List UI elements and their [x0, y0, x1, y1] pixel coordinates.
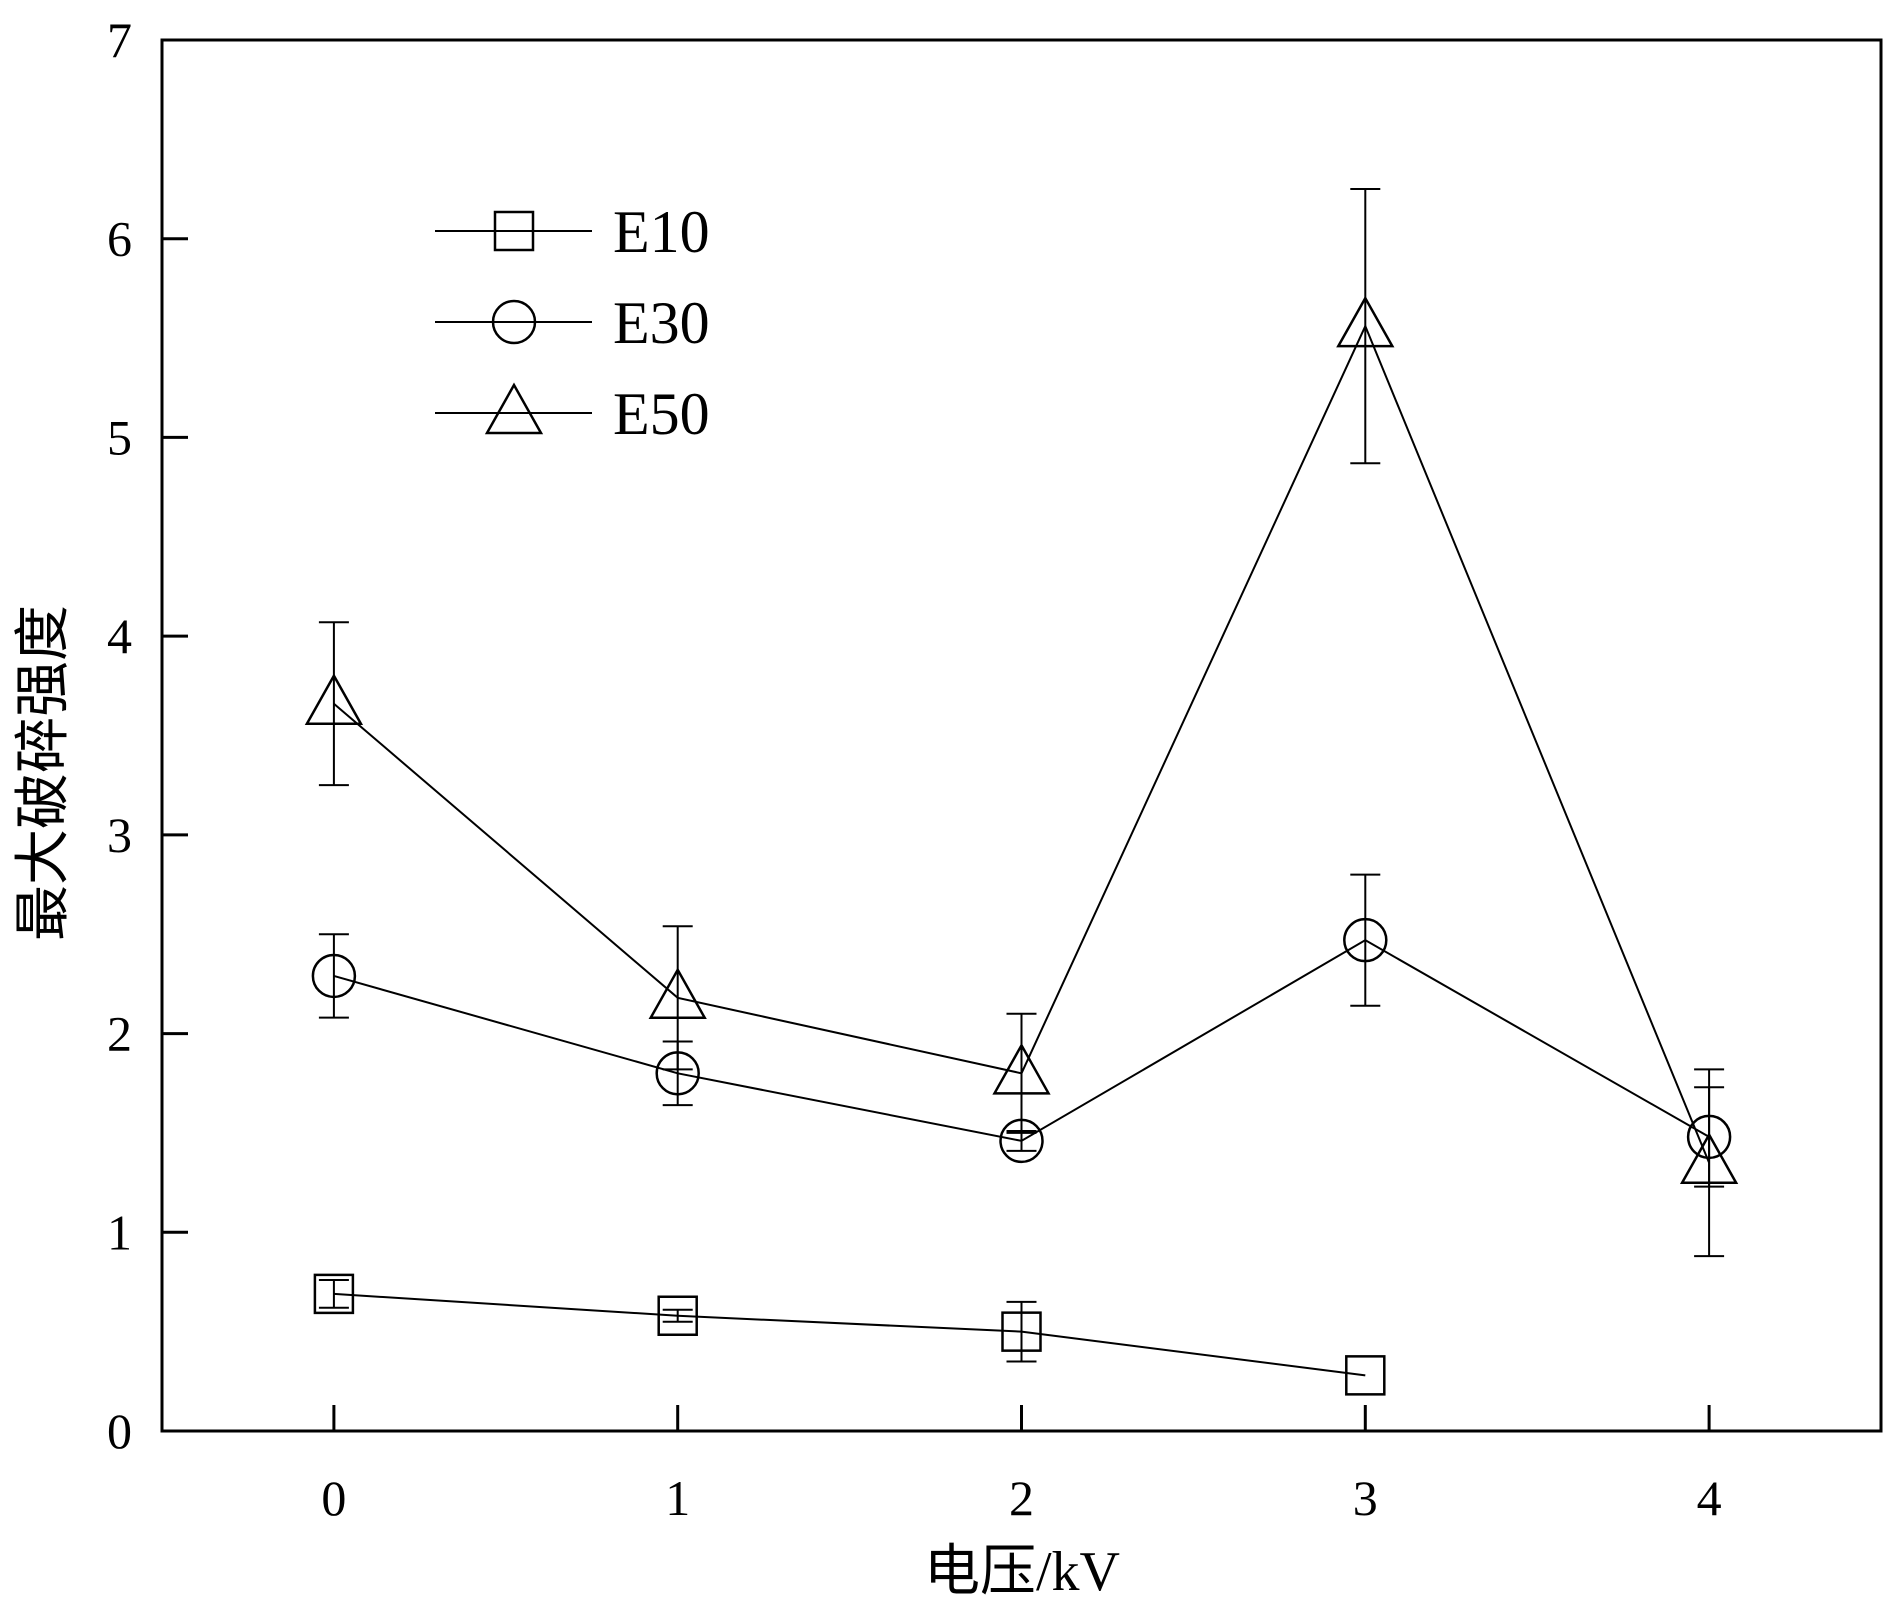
legend-entry-e50: E50 [435, 381, 710, 447]
y-tick-label: 1 [107, 1204, 132, 1260]
y-tick-label: 2 [107, 1006, 132, 1062]
y-tick-label: 5 [107, 409, 132, 465]
x-tick-label: 4 [1697, 1470, 1722, 1526]
x-tick-label: 1 [665, 1470, 690, 1526]
series-line-e10 [333, 1292, 1366, 1377]
legend-label-e50: E50 [613, 381, 710, 447]
data-point-e10 [313, 1273, 355, 1315]
x-tick-label: 0 [321, 1470, 346, 1526]
plot-frame [160, 38, 1883, 1433]
y-tick-label: 6 [107, 211, 132, 267]
legend-marker-e30 [491, 299, 537, 345]
data-point-e50 [1679, 1132, 1739, 1184]
data-point-e50 [1336, 295, 1395, 348]
x-tick-label: 3 [1353, 1470, 1378, 1526]
legend-marker-e50 [484, 382, 544, 435]
data-point-e50 [992, 1042, 1051, 1095]
data-point-e10 [1345, 1355, 1386, 1396]
series-layer [304, 188, 1739, 1396]
x-tick-label: 2 [1009, 1470, 1034, 1526]
y-tick-label: 0 [107, 1403, 132, 1459]
data-point-e10 [1001, 1311, 1042, 1352]
data-point-e10 [657, 1295, 698, 1336]
legend: E10 E30 E50 [435, 199, 710, 447]
legend-label-e30: E30 [613, 290, 710, 356]
data-point-e50 [648, 967, 707, 1020]
legend-entry-e30: E30 [435, 290, 710, 356]
y-tick-label: 7 [107, 12, 132, 68]
data-point-e30 [1343, 917, 1388, 963]
series-e50 [304, 188, 1739, 1258]
legend-marker-e10 [493, 210, 535, 252]
data-point-e50 [304, 673, 364, 725]
legend-label-e10: E10 [613, 199, 710, 265]
y-tick-label: 4 [107, 608, 132, 664]
x-axis-label: 电压/kV [924, 1541, 1120, 1603]
y-tick-label: 3 [107, 807, 132, 863]
legend-entry-e10: E10 [435, 199, 710, 265]
y-axis-label: 最大破碎强度 [13, 605, 75, 941]
data-point-e30 [311, 953, 357, 999]
series-e10 [313, 1273, 1386, 1396]
axes: 0 1 2 3 4 0 1 2 3 4 5 6 7 [107, 12, 1883, 1526]
